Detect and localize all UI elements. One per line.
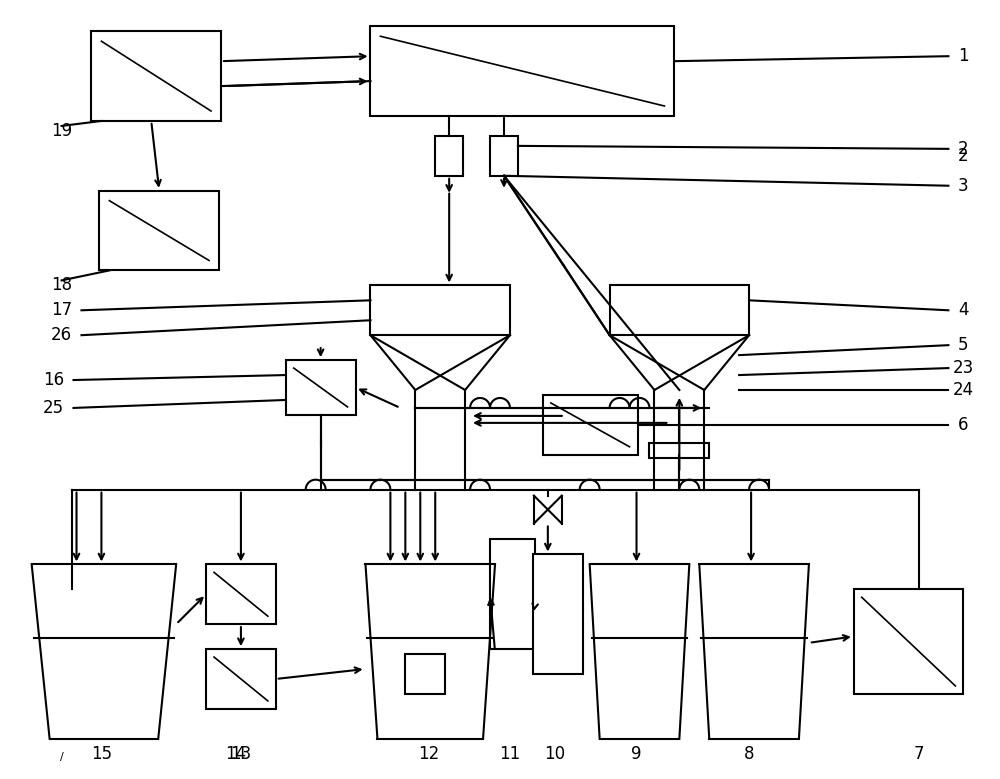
Text: 23: 23 (953, 359, 974, 377)
Bar (543, 395, 638, 455)
Text: 1: 1 (958, 48, 969, 65)
Text: 9: 9 (631, 745, 642, 763)
Text: /: / (60, 752, 63, 762)
Text: 24: 24 (953, 381, 974, 399)
Bar (854, 589, 963, 694)
Bar (370, 285, 510, 335)
Text: 4: 4 (958, 301, 969, 319)
Bar (286, 360, 356, 415)
Text: 17: 17 (51, 301, 72, 319)
Text: 16: 16 (43, 371, 64, 389)
Text: 2: 2 (958, 140, 969, 158)
Text: 14: 14 (225, 745, 247, 763)
Text: 2: 2 (958, 146, 969, 165)
Bar (91, 31, 221, 121)
Text: 15: 15 (91, 745, 112, 763)
Text: 6: 6 (958, 416, 969, 434)
Text: 26: 26 (51, 326, 72, 344)
Text: 18: 18 (51, 277, 72, 294)
Text: 25: 25 (43, 399, 64, 417)
Bar (99, 191, 219, 270)
Text: 13: 13 (230, 745, 252, 763)
Text: 10: 10 (544, 745, 565, 763)
Text: 11: 11 (499, 745, 521, 763)
Bar (206, 649, 276, 709)
Text: 7: 7 (913, 745, 924, 763)
Bar (533, 555, 583, 674)
Text: 8: 8 (744, 745, 754, 763)
Bar (370, 26, 674, 116)
Bar (649, 442, 709, 458)
Bar (490, 540, 535, 649)
Bar (490, 136, 518, 176)
Text: 5: 5 (958, 337, 969, 354)
Bar (610, 285, 749, 335)
Bar (405, 654, 445, 694)
Bar (435, 136, 463, 176)
Text: 12: 12 (418, 745, 439, 763)
Text: 3: 3 (958, 177, 969, 195)
Text: 19: 19 (51, 122, 72, 140)
Bar (206, 564, 276, 624)
